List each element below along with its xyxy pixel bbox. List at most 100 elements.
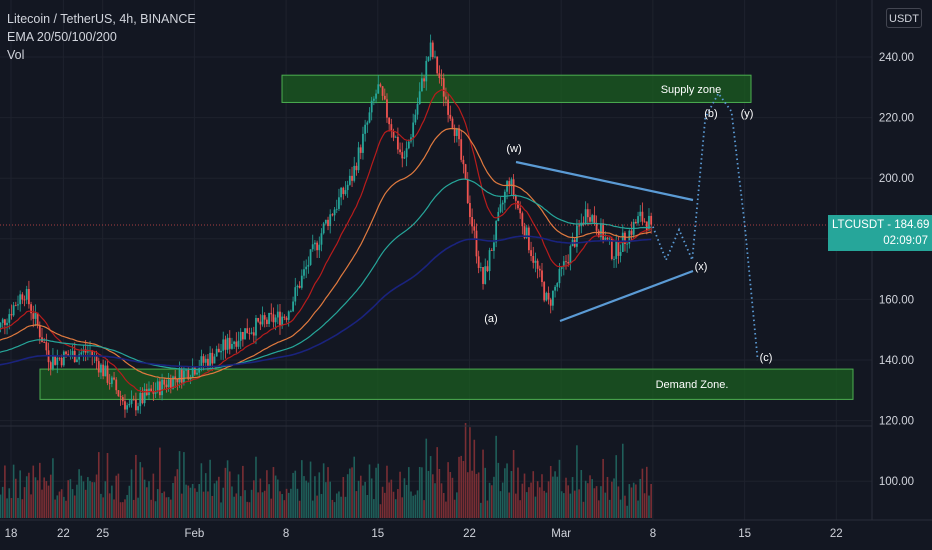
candle-body (458, 128, 460, 140)
triangle-upper-line[interactable] (515, 160, 694, 202)
volume-bar (547, 481, 550, 518)
volume-bar (58, 491, 61, 518)
candle-body (405, 148, 408, 158)
candle-body (185, 369, 188, 371)
volume-bar (231, 486, 233, 518)
volume-bar (266, 470, 268, 518)
indicator-label[interactable]: EMA 20/50/100/200 (7, 30, 117, 44)
volume-bar (183, 452, 185, 518)
candle-body (421, 78, 423, 92)
last-price-ticker: LTCUSDT (832, 219, 884, 231)
volume-bar (447, 462, 449, 518)
volume-bar (458, 456, 460, 518)
triangle-lower-line[interactable] (559, 269, 694, 323)
volume-bar (0, 494, 2, 518)
candle-body (228, 337, 231, 349)
candle-body (340, 187, 343, 198)
wave-projection-path[interactable] (652, 91, 759, 361)
candle-body (279, 311, 281, 326)
candle-body (534, 260, 537, 263)
candle-body (355, 165, 358, 171)
volume-bar (582, 501, 585, 518)
symbol-title[interactable]: Litecoin / TetherUS, 4h, BINANCE (7, 12, 196, 26)
volume-bar (621, 443, 624, 518)
time-tick-label: 8 (650, 528, 656, 540)
candle-body (265, 319, 268, 324)
volume-bar (97, 452, 100, 518)
volume-bar (56, 495, 59, 518)
candle-body (506, 181, 508, 192)
candle-body (106, 365, 109, 383)
candle-body (113, 377, 115, 380)
candle-body (159, 381, 161, 396)
volume-bar (445, 501, 447, 518)
candle-body (167, 379, 170, 388)
volume-bar (277, 479, 279, 518)
candle-body (482, 267, 484, 284)
price-axis[interactable]: 240.00220.00200.00180.00160.00140.00120.… (879, 52, 914, 488)
volume-bar (427, 470, 430, 518)
volume-bar (545, 492, 548, 518)
candle-body (165, 384, 168, 388)
volume-bar (84, 489, 87, 518)
currency-badge[interactable]: USDT (886, 8, 922, 28)
candle-body (403, 157, 406, 159)
candle-body (418, 91, 421, 104)
candle-body (372, 98, 375, 101)
candle-body (368, 112, 371, 123)
candle-body (344, 190, 347, 195)
zone-rect[interactable] (281, 74, 752, 103)
volume-bar (261, 492, 264, 518)
candle-body (320, 233, 323, 245)
volume-bar (595, 486, 598, 518)
volume-bar (316, 495, 318, 518)
volume-bar (305, 480, 307, 518)
volume-bar (111, 485, 113, 518)
volume-bar (200, 463, 203, 518)
volume-bar (218, 476, 220, 518)
volume-bar (17, 497, 19, 518)
volume-bar (148, 481, 150, 518)
candle-body (602, 223, 605, 241)
volume-bar (257, 492, 259, 518)
volume-bar (567, 485, 569, 518)
volume-bar (204, 473, 207, 518)
volume-bar (521, 483, 524, 518)
candle-body (567, 262, 570, 264)
volume-bar (80, 475, 83, 518)
volume-bar (320, 493, 323, 518)
volume-bar (117, 473, 120, 518)
time-axis[interactable]: 18 22 25 Feb 8 15 22 Mar 8 15 22 (5, 528, 843, 540)
volume-bar (600, 486, 602, 518)
volume-bar (176, 469, 179, 518)
time-tick-label: 18 (5, 528, 18, 540)
volume-bar (322, 463, 325, 518)
volume-bar (528, 487, 530, 518)
candle-body (95, 355, 98, 362)
candle-body (490, 250, 493, 251)
volume-bar (364, 481, 366, 518)
volume-bar (375, 467, 377, 518)
candle-body (239, 331, 242, 341)
volume-bar (591, 479, 594, 518)
candle-body (449, 114, 452, 119)
volume-bar (296, 488, 299, 518)
volume-bar (359, 475, 362, 518)
volume-bar (87, 477, 89, 518)
candle-body (309, 249, 312, 265)
candle-body (80, 352, 83, 355)
wave-label: (w) (506, 143, 521, 155)
candle-body (460, 139, 463, 160)
volume-bar (141, 467, 144, 518)
candle-body (108, 382, 111, 384)
candle-body (274, 317, 277, 323)
volume-bar (510, 471, 513, 518)
candle-body (187, 369, 190, 380)
volume-label[interactable]: Vol (7, 48, 25, 62)
volume-bar (156, 489, 159, 518)
candle-body (346, 184, 349, 191)
volume-bar (314, 476, 316, 518)
volume-bar (617, 486, 620, 518)
wave-label: (b) (704, 108, 717, 120)
